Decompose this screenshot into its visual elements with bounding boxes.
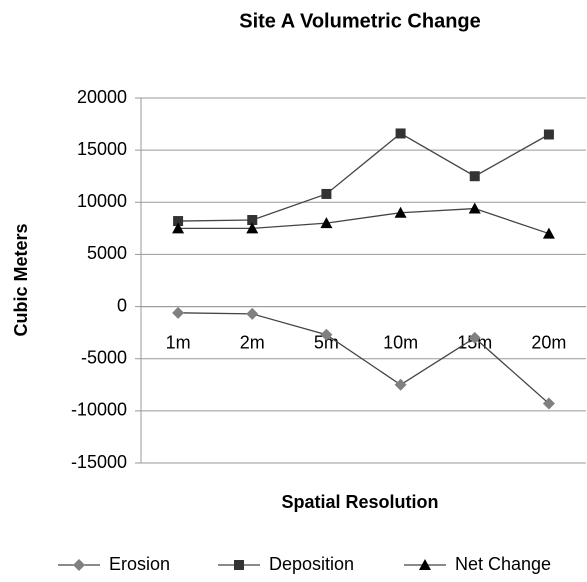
marker — [543, 129, 554, 140]
y-tick-label: 0 — [117, 295, 127, 315]
x-tick-label: 1m — [166, 332, 191, 352]
marker — [172, 306, 185, 319]
marker — [469, 171, 480, 182]
series-line — [178, 312, 550, 405]
chart-title: Site A Volumetric Change — [239, 10, 481, 32]
x-tick-label: 10m — [383, 332, 418, 352]
marker — [247, 215, 258, 226]
x-tick-label: 2m — [240, 332, 265, 352]
x-axis-label: Spatial Resolution — [281, 492, 438, 512]
x-tick-label: 20m — [531, 332, 566, 352]
marker — [395, 128, 406, 139]
legend-label: Deposition — [269, 554, 354, 574]
marker — [246, 222, 259, 234]
y-tick-label: -15000 — [71, 452, 127, 472]
marker — [320, 328, 333, 341]
y-tick-label: 5000 — [87, 243, 127, 263]
marker — [419, 559, 431, 570]
x-tick-label: 5m — [314, 332, 339, 352]
legend-label: Erosion — [109, 554, 170, 574]
y-axis-label: Cubic Meters — [11, 223, 31, 336]
y-tick-label: -10000 — [71, 400, 127, 420]
y-tick-label: -5000 — [81, 347, 127, 367]
series-line — [178, 207, 550, 235]
y-tick-label: 15000 — [77, 139, 127, 159]
marker — [542, 227, 555, 239]
marker — [394, 206, 407, 218]
marker — [542, 397, 555, 410]
series-line — [178, 132, 550, 222]
marker — [246, 307, 259, 320]
marker — [394, 378, 407, 391]
marker — [173, 216, 184, 227]
marker — [321, 188, 332, 199]
marker — [468, 202, 481, 214]
y-tick-label: 10000 — [77, 191, 127, 211]
marker — [468, 331, 481, 344]
marker — [320, 217, 333, 229]
marker — [172, 222, 185, 234]
marker — [73, 559, 85, 571]
legend-label: Net Change — [455, 554, 551, 574]
y-tick-label: 20000 — [77, 87, 127, 107]
marker — [234, 560, 244, 570]
